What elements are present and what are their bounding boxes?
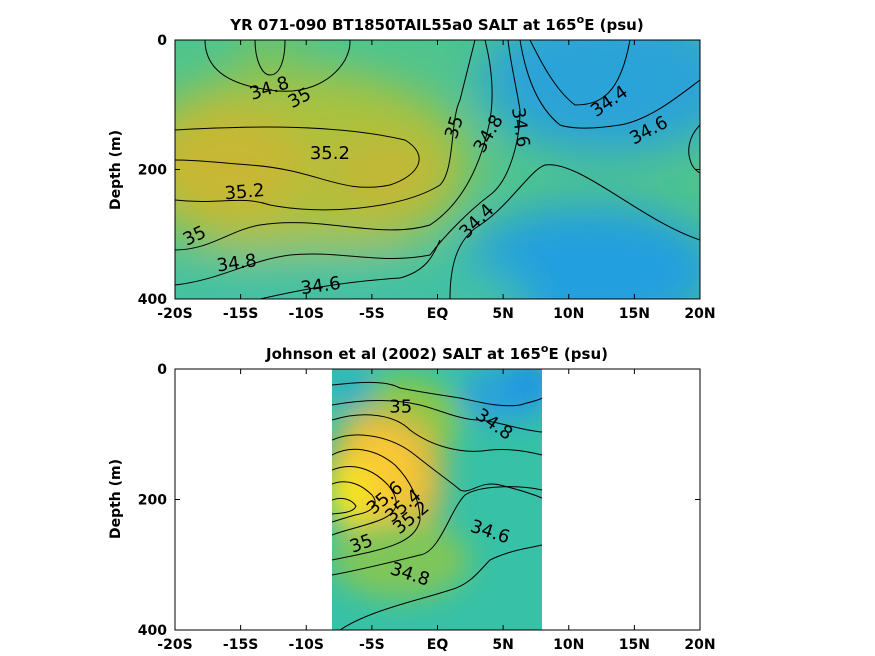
x-tick-label: -20S	[157, 637, 192, 653]
x-tick-label: -20S	[157, 306, 192, 322]
x-tick-label: -5S	[359, 306, 385, 322]
contour-line	[529, 40, 631, 106]
contour-label: 35	[389, 396, 412, 417]
contour-label: 35.2	[224, 180, 266, 204]
panel-2-ticks: -20S -15S -10S -5S EQ 5N 10N 15N 20N 0 200 400	[138, 362, 716, 653]
contour-line	[449, 164, 700, 299]
contour-line	[332, 400, 542, 433]
panel-1-ylabel: Depth (m)	[108, 130, 124, 210]
x-tick-label: 15N	[619, 637, 650, 653]
panel-model-salinity: YR 071-090 BT1850TAIL55a0 SALT at 165oE …	[108, 13, 716, 322]
panel-2-title: Johnson et al (2002) SALT at 165oE (psu)	[265, 342, 608, 363]
x-tick-label: -10S	[289, 637, 324, 653]
x-tick-label: 5N	[492, 637, 513, 653]
x-tick-label: -10S	[289, 306, 324, 322]
y-tick-label: 0	[157, 33, 167, 49]
panel-1-field	[175, 40, 700, 299]
panel-2-field	[332, 369, 542, 630]
panel-1-contours	[175, 40, 700, 299]
x-tick-label: -5S	[359, 637, 385, 653]
y-tick-label: 0	[157, 362, 167, 378]
contour-line	[204, 40, 351, 92]
contour-line	[332, 448, 421, 561]
x-tick-label: 10N	[553, 306, 584, 322]
x-tick-label: 20N	[684, 306, 715, 322]
panel-1-title: YR 071-090 BT1850TAIL55a0 SALT at 165oE …	[229, 13, 643, 34]
panel-2-ylabel: Depth (m)	[108, 459, 124, 539]
panel-observed-salinity: Johnson et al (2002) SALT at 165oE (psu)	[108, 342, 716, 653]
contour-line	[175, 126, 420, 188]
x-tick-label: 5N	[492, 306, 513, 322]
contour-line	[175, 40, 476, 211]
contour-line	[332, 486, 542, 576]
contour-line	[332, 434, 542, 499]
x-tick-label: -15S	[223, 637, 258, 653]
contour-line	[332, 466, 397, 536]
contour-line	[332, 381, 542, 407]
panel-1-ticks: -20S -15S -10S -5S EQ 5N 10N 15N 20N 0 200 400	[138, 33, 716, 322]
contour-line	[175, 40, 493, 251]
x-tick-label: 10N	[553, 637, 584, 653]
y-tick-label: 400	[138, 623, 167, 639]
contour-line	[519, 40, 700, 129]
contour-line	[175, 40, 521, 286]
x-tick-label: EQ	[427, 306, 449, 322]
contour-line	[339, 544, 542, 630]
y-tick-label: 200	[138, 493, 167, 509]
contour-line	[332, 497, 357, 515]
x-tick-label: EQ	[427, 637, 449, 653]
contour-line	[254, 40, 286, 76]
x-tick-label: 20N	[684, 637, 715, 653]
y-tick-label: 200	[138, 163, 167, 179]
contour-line	[688, 124, 700, 174]
contour-label: 35.2	[310, 143, 350, 164]
x-tick-label: 15N	[619, 306, 650, 322]
panel-2-contours	[332, 381, 542, 630]
y-tick-label: 400	[138, 292, 167, 308]
x-tick-label: -15S	[223, 306, 258, 322]
contour-line	[259, 239, 441, 299]
contour-line	[332, 481, 376, 523]
contour-line	[332, 414, 542, 456]
